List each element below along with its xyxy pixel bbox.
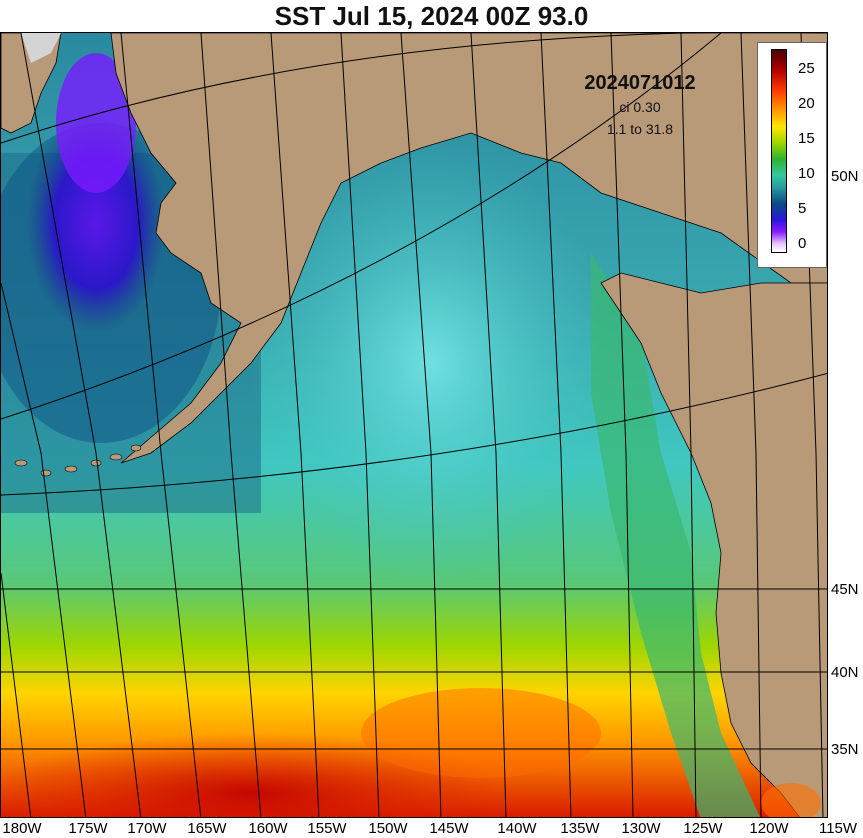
lat-line-60n xyxy=(1,33,827,144)
lon-line-165w xyxy=(120,33,202,817)
lon-line-175w xyxy=(1,282,87,817)
lon-line-125w xyxy=(680,33,697,817)
lat-label-50n: 50N xyxy=(831,168,859,185)
lon-label-165w: 165W xyxy=(187,820,227,837)
sea-ice xyxy=(21,33,61,63)
lon-label-140w: 140W xyxy=(497,820,537,837)
lon-line-160w xyxy=(200,33,262,817)
lat-label-35n: 35N xyxy=(831,741,859,758)
lon-label-155w: 155W xyxy=(307,820,347,837)
lon-label-160w: 160W xyxy=(248,820,288,837)
lon-line-170w xyxy=(20,33,142,817)
lon-line-150w xyxy=(340,33,380,817)
value-range: 1.1 to 31.8 xyxy=(606,121,674,137)
lon-label-135w: 135W xyxy=(560,820,600,837)
lon-line-130w xyxy=(610,33,634,817)
chukotka-land xyxy=(1,33,62,134)
colorbar-tick-10: 10 xyxy=(798,165,815,182)
map-title: SST Jul 15, 2024 00Z 93.0 xyxy=(274,1,589,31)
alaska-land xyxy=(110,33,827,464)
colorbar-tick-20: 20 xyxy=(798,95,815,112)
colorbar-ramp xyxy=(771,49,787,253)
baja-warm-water xyxy=(761,783,821,817)
lon-label-170w: 170W xyxy=(127,820,167,837)
sst-map xyxy=(0,32,828,818)
date-code: 2024071012 xyxy=(584,72,696,94)
lon-label-120w: 120W xyxy=(749,820,789,837)
lon-line-145w xyxy=(400,33,442,817)
colorbar-tick-0: 0 xyxy=(798,235,807,252)
colorbar-tick-5: 5 xyxy=(798,200,807,217)
lat-label-40n: 40N xyxy=(831,664,859,681)
gulf-of-alaska-water xyxy=(251,143,611,583)
colorbar-tick-25: 25 xyxy=(798,60,815,77)
lon-line-135w xyxy=(540,33,572,817)
coastal-upwelling xyxy=(591,253,761,817)
lat-line-55n xyxy=(1,33,722,420)
strait-cold-patch xyxy=(56,53,136,193)
lon-label-145w: 145W xyxy=(429,820,469,837)
colorbar: 25 20 15 10 5 0 xyxy=(757,42,827,268)
lon-label-115w: 115W xyxy=(818,820,858,837)
lon-label-130w: 130W xyxy=(621,820,661,837)
central-warm-water xyxy=(361,688,601,778)
lon-line-155w xyxy=(270,33,320,817)
lon-label-175w: 175W xyxy=(68,820,108,837)
lon-label-150w: 150W xyxy=(368,820,408,837)
contour-interval: ci 0.30 xyxy=(619,99,661,115)
bering-cold-patch xyxy=(26,113,166,333)
colorbar-tick-15: 15 xyxy=(798,130,815,147)
sst-map-svg xyxy=(1,33,827,817)
lat-line-50n xyxy=(1,373,827,496)
lon-line-140w xyxy=(470,33,507,817)
lon-line-180w xyxy=(1,572,32,817)
lat-label-45n: 45N xyxy=(831,581,859,598)
lon-label-180w: 180W xyxy=(2,820,42,837)
lon-label-125w: 125W xyxy=(683,820,723,837)
lon-line-120w xyxy=(740,33,762,817)
